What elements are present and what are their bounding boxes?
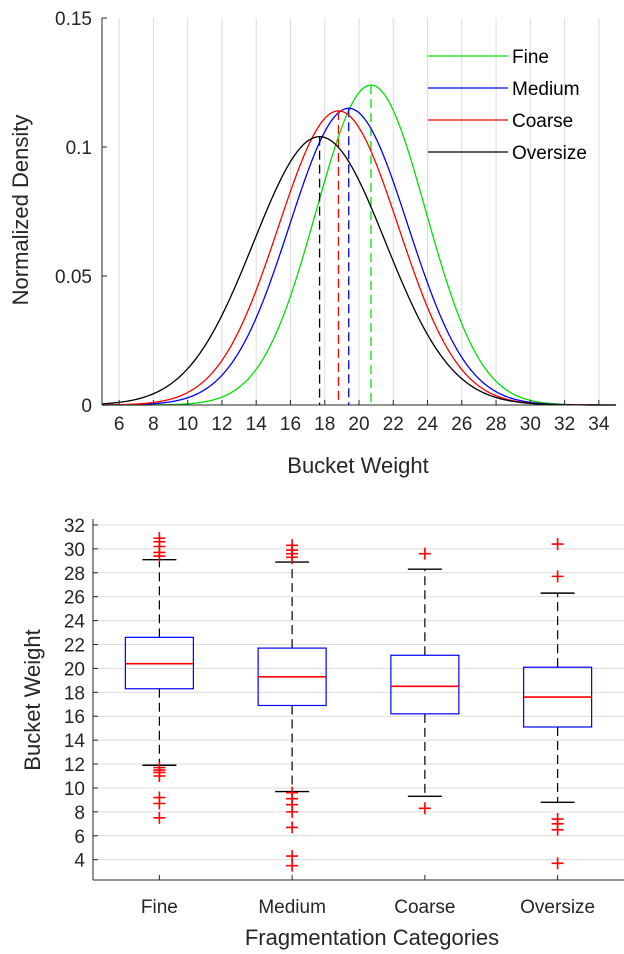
box-x-tick-label: Oversize bbox=[520, 897, 595, 918]
density-x-tick-label: 34 bbox=[588, 414, 610, 435]
outlier-marker-fine bbox=[153, 797, 166, 810]
box-y-tick-label: 16 bbox=[64, 707, 85, 728]
legend-label-fine: Fine bbox=[512, 47, 549, 68]
outlier-marker-medium bbox=[286, 551, 299, 564]
density-x-tick-label: 28 bbox=[485, 414, 506, 435]
density-y-tick-label: 0.1 bbox=[66, 138, 92, 159]
density-tick-labels: 6 8 10 12 14 16 18 20 22 24 26 28 30 32 34 0 0.05 0.1 0.15 bbox=[55, 9, 610, 435]
box-x-axis-title: Fragmentation Categories bbox=[245, 925, 499, 950]
density-x-tick-label: 30 bbox=[520, 414, 541, 435]
density-y-axis-title: Normalized Density bbox=[8, 115, 33, 306]
box-x-tick-label: Medium bbox=[258, 897, 326, 918]
box-coarse bbox=[390, 547, 460, 815]
outlier-marker-oversize bbox=[551, 823, 564, 836]
density-x-tick-label: 10 bbox=[177, 414, 198, 435]
box-grid bbox=[93, 524, 624, 861]
density-x-tick-label: 20 bbox=[348, 414, 369, 435]
box-y-tick-label: 14 bbox=[64, 731, 86, 752]
density-y-tick-label: 0.15 bbox=[55, 9, 92, 30]
legend-label-oversize: Oversize bbox=[512, 143, 587, 164]
box-y-tick-label: 24 bbox=[64, 612, 86, 633]
density-plot: 6 8 10 12 14 16 18 20 22 24 26 28 30 32 34 0 0.05 0.1 0.15… bbox=[8, 9, 617, 478]
density-x-tick-label: 14 bbox=[246, 414, 268, 435]
box-x-tick-label: Coarse bbox=[394, 897, 455, 918]
density-grid bbox=[118, 18, 600, 405]
box-y-tick-label: 30 bbox=[64, 540, 85, 561]
density-y-tick-label: 0.05 bbox=[55, 267, 92, 288]
outlier-marker-medium bbox=[286, 859, 299, 872]
box-y-tick-label: 6 bbox=[74, 827, 85, 848]
box-series bbox=[124, 532, 593, 872]
outlier-marker-coarse bbox=[418, 802, 431, 815]
iqr-box-coarse bbox=[390, 654, 460, 715]
outlier-marker-fine bbox=[153, 811, 166, 824]
density-x-tick-label: 8 bbox=[148, 414, 159, 435]
density-y-tick-label: 0 bbox=[81, 396, 92, 417]
box-y-tick-label: 10 bbox=[64, 779, 85, 800]
box-y-tick-label: 4 bbox=[74, 851, 85, 872]
density-x-tick-label: 16 bbox=[280, 414, 301, 435]
box-axes bbox=[92, 519, 624, 881]
box-y-tick-label: 22 bbox=[64, 636, 85, 657]
outlier-marker-oversize bbox=[551, 857, 564, 870]
box-y-tick-label: 8 bbox=[74, 803, 85, 824]
legend-label-coarse: Coarse bbox=[512, 111, 573, 132]
box-y-tick-label: 18 bbox=[64, 683, 85, 704]
box-y-tick-label: 20 bbox=[64, 659, 85, 680]
outlier-marker-fine bbox=[153, 770, 166, 783]
density-legend: Fine Medium Coarse Oversize bbox=[428, 47, 587, 164]
density-x-tick-label: 26 bbox=[451, 414, 472, 435]
box-y-tick-label: 12 bbox=[64, 755, 85, 776]
legend-label-medium: Medium bbox=[512, 79, 580, 100]
density-x-tick-label: 18 bbox=[314, 414, 335, 435]
outlier-marker-oversize bbox=[551, 538, 564, 551]
density-x-tick-label: 6 bbox=[114, 414, 125, 435]
density-x-tick-label: 22 bbox=[383, 414, 404, 435]
density-x-tick-label: 12 bbox=[211, 414, 232, 435]
outlier-marker-fine bbox=[153, 550, 166, 563]
box-y-tick-label: 26 bbox=[64, 588, 85, 609]
box-medium bbox=[257, 539, 327, 872]
density-axes bbox=[101, 17, 616, 406]
box-x-tick-label: Fine bbox=[141, 897, 178, 918]
box-y-axis-title: Bucket Weight bbox=[20, 629, 45, 770]
outlier-marker-coarse bbox=[418, 547, 431, 560]
outlier-marker-medium bbox=[286, 805, 299, 818]
box-y-tick-label: 28 bbox=[64, 564, 85, 585]
outlier-marker-oversize bbox=[551, 570, 564, 583]
density-x-tick-label: 24 bbox=[417, 414, 439, 435]
density-x-axis-title: Bucket Weight bbox=[287, 453, 428, 478]
density-x-tick-label: 32 bbox=[554, 414, 575, 435]
box-fine bbox=[124, 532, 194, 824]
box-oversize bbox=[523, 538, 593, 870]
box-y-tick-label: 32 bbox=[64, 516, 85, 537]
outlier-marker-medium bbox=[286, 821, 299, 834]
